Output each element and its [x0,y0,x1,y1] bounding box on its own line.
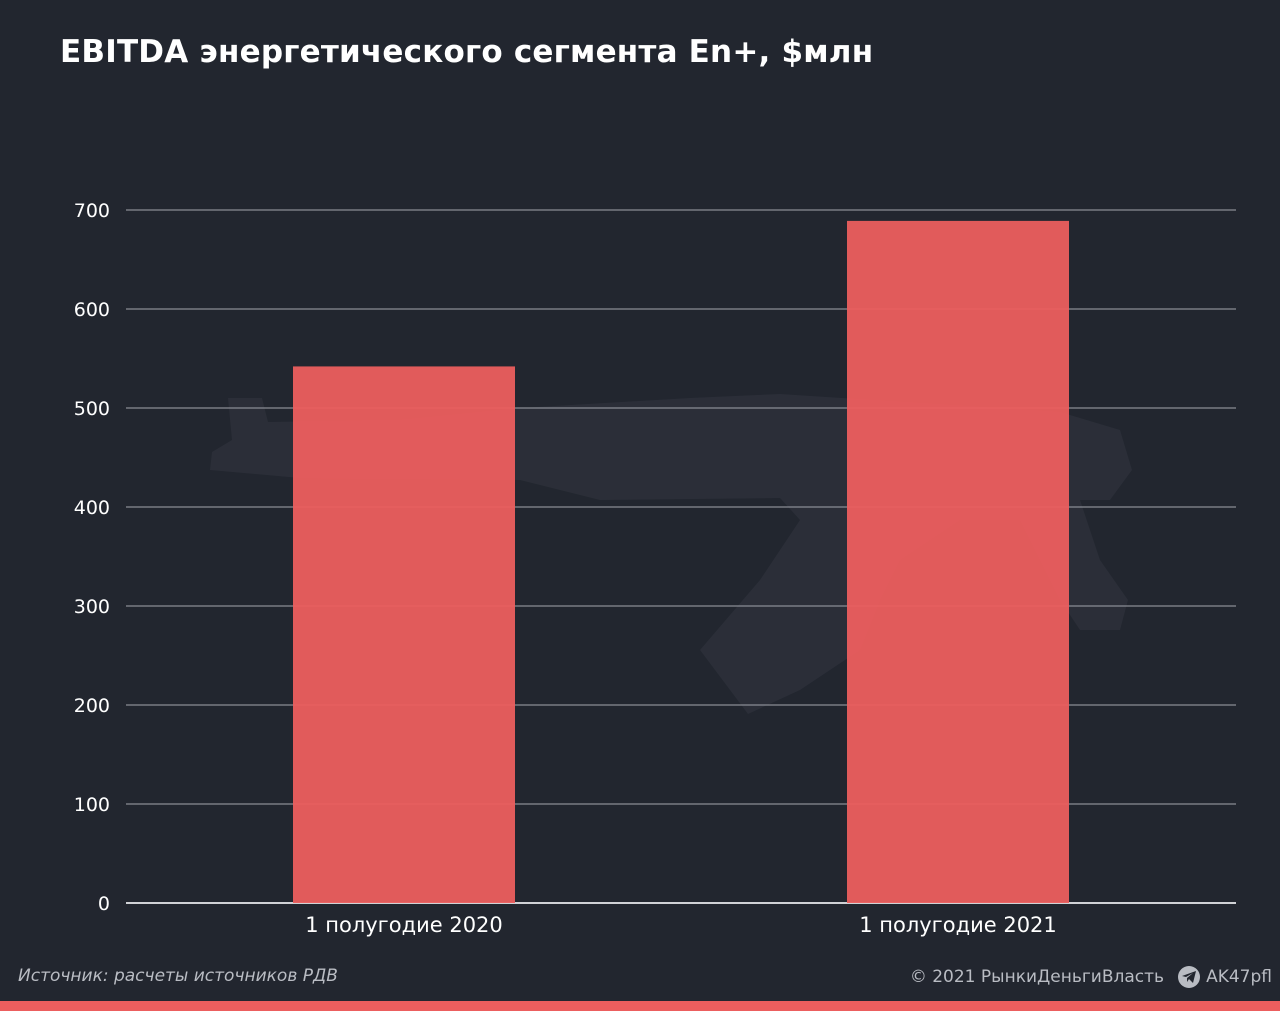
bottom-accent-bar [0,1001,1280,1011]
y-tick-label: 200 [74,695,110,717]
x-axis-labels: 1 полугодие 2020 1 полугодие 2021 [305,913,1057,937]
bars [293,220,1069,903]
source-note: Источник: расчеты источников РДВ [18,966,338,986]
bar-1 [847,220,1069,903]
y-axis-ticks: 0 100 200 300 400 500 600 700 [74,200,110,915]
y-tick-label: 0 [98,893,110,915]
chart-title: EBITDA энергетического сегмента En+, $мл… [60,34,874,70]
telegram-icon [1178,966,1201,988]
copyright-text: © 2021 РынкиДеньгиВласть [909,967,1165,987]
y-tick-label: 700 [74,200,110,222]
y-tick-label: 300 [74,596,110,618]
y-tick-label: 400 [74,497,110,519]
bar-0 [293,366,515,903]
x-category-label: 1 полугодие 2021 [859,913,1057,937]
channel-name[interactable]: AK47pfl [1206,967,1272,987]
footer-credits: © 2021 РынкиДеньгиВласть AK47pfl [910,966,1272,988]
x-category-label: 1 полугодие 2020 [305,913,503,937]
y-tick-label: 500 [74,398,110,420]
y-tick-label: 100 [74,794,110,816]
y-tick-label: 600 [74,299,110,321]
